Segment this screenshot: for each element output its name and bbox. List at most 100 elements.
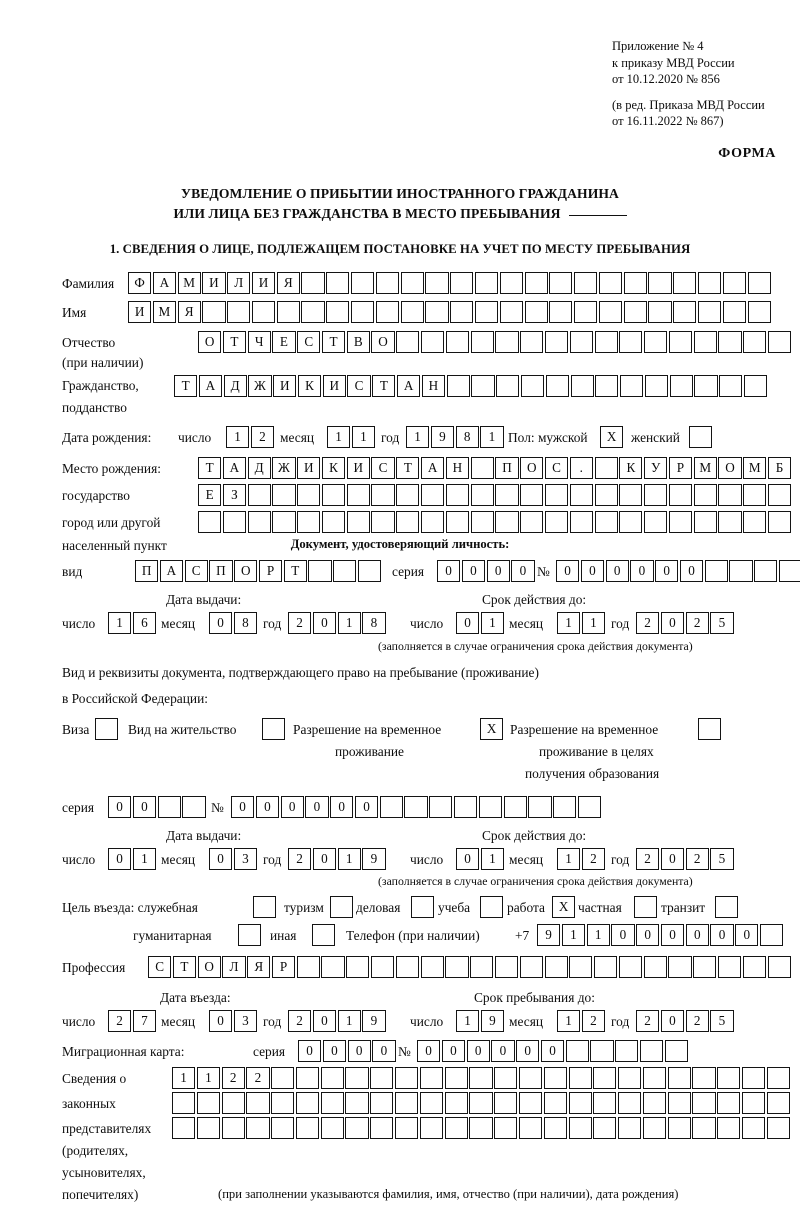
char-cell[interactable] [668, 511, 693, 533]
char-cell[interactable] [470, 484, 494, 506]
char-cell[interactable] [620, 375, 644, 397]
char-cell[interactable]: Н [421, 375, 445, 397]
char-cell[interactable]: 9 [430, 426, 454, 448]
char-cell[interactable]: И [297, 457, 321, 479]
purpose-study-checkbox[interactable] [480, 896, 505, 918]
char-cell[interactable] [395, 1092, 419, 1114]
char-cell[interactable]: 0 [556, 560, 580, 582]
char-cell[interactable] [722, 272, 746, 294]
char-cell[interactable] [717, 1117, 741, 1139]
char-cell[interactable]: 1 [480, 612, 504, 634]
char-cell[interactable] [326, 301, 350, 323]
char-cell[interactable] [95, 718, 119, 740]
char-cell[interactable]: 0 [710, 924, 734, 946]
char-cell[interactable] [395, 956, 419, 978]
char-cell[interactable] [295, 1092, 320, 1114]
legal-rep-row-3-cells[interactable] [172, 1117, 792, 1139]
char-cell[interactable]: 0 [605, 560, 629, 582]
char-cell[interactable] [425, 301, 449, 323]
char-cell[interactable]: 1 [226, 426, 250, 448]
char-cell[interactable] [222, 511, 246, 533]
char-cell[interactable]: 0 [231, 796, 255, 818]
char-cell[interactable] [619, 484, 643, 506]
char-cell[interactable] [754, 560, 778, 582]
char-cell[interactable] [569, 331, 593, 353]
char-cell[interactable]: 0 [354, 796, 379, 818]
char-cell[interactable]: 0 [209, 1010, 233, 1032]
char-cell[interactable]: 1 [337, 612, 361, 634]
char-cell[interactable] [421, 484, 445, 506]
char-cell[interactable] [470, 956, 494, 978]
char-cell[interactable] [673, 301, 697, 323]
char-cell[interactable] [594, 956, 618, 978]
char-cell[interactable]: М [177, 272, 201, 294]
char-cell[interactable] [598, 301, 623, 323]
char-cell[interactable] [644, 375, 669, 397]
char-cell[interactable] [549, 272, 573, 294]
char-cell[interactable] [766, 1067, 790, 1089]
char-cell[interactable]: Ч [247, 331, 271, 353]
char-cell[interactable] [371, 511, 395, 533]
char-cell[interactable]: А [222, 457, 246, 479]
char-cell[interactable] [312, 924, 336, 946]
char-cell[interactable]: 0 [441, 1040, 465, 1062]
char-cell[interactable] [301, 301, 325, 323]
char-cell[interactable] [395, 1067, 419, 1089]
char-cell[interactable] [619, 331, 643, 353]
char-cell[interactable] [524, 301, 548, 323]
char-cell[interactable]: Б [767, 457, 792, 479]
char-cell[interactable] [623, 272, 647, 294]
char-cell[interactable] [400, 272, 424, 294]
char-cell[interactable] [743, 331, 767, 353]
char-cell[interactable] [640, 1040, 664, 1062]
char-cell[interactable]: 0 [437, 560, 461, 582]
char-cell[interactable]: О [234, 560, 258, 582]
char-cell[interactable] [520, 511, 544, 533]
char-cell[interactable] [495, 484, 519, 506]
char-cell[interactable] [445, 331, 469, 353]
char-cell[interactable] [227, 301, 251, 323]
char-cell[interactable] [469, 1117, 493, 1139]
char-cell[interactable]: 1 [172, 1067, 196, 1089]
char-cell[interactable] [543, 1092, 567, 1114]
char-cell[interactable] [692, 1117, 716, 1139]
char-cell[interactable]: М [693, 457, 717, 479]
char-cell[interactable] [766, 1117, 790, 1139]
char-cell[interactable]: Т [222, 331, 246, 353]
char-cell[interactable]: 2 [250, 426, 274, 448]
char-cell[interactable] [544, 331, 569, 353]
char-cell[interactable]: Т [321, 331, 346, 353]
char-cell[interactable] [444, 1092, 468, 1114]
char-cell[interactable] [694, 375, 718, 397]
char-cell[interactable] [545, 375, 569, 397]
char-cell[interactable]: Т [283, 560, 307, 582]
char-cell[interactable] [321, 484, 346, 506]
char-cell[interactable]: 1 [337, 848, 361, 870]
char-cell[interactable]: Т [396, 457, 420, 479]
char-cell[interactable] [668, 484, 693, 506]
char-cell[interactable] [593, 1092, 617, 1114]
char-cell[interactable] [246, 1117, 270, 1139]
char-cell[interactable] [697, 301, 722, 323]
char-cell[interactable] [370, 1067, 394, 1089]
char-cell[interactable] [320, 1092, 344, 1114]
char-cell[interactable]: 1 [586, 924, 610, 946]
char-cell[interactable] [668, 331, 693, 353]
char-cell[interactable]: О [520, 457, 544, 479]
char-cell[interactable]: 1 [557, 612, 581, 634]
char-cell[interactable] [747, 301, 771, 323]
char-cell[interactable]: Р [668, 457, 693, 479]
char-cell[interactable] [615, 1040, 639, 1062]
char-cell[interactable]: 2 [581, 1010, 605, 1032]
char-cell[interactable] [743, 484, 767, 506]
char-cell[interactable] [495, 511, 519, 533]
char-cell[interactable] [221, 1092, 245, 1114]
char-cell[interactable] [321, 511, 346, 533]
char-cell[interactable]: 9 [362, 1010, 386, 1032]
char-cell[interactable]: Т [198, 457, 222, 479]
